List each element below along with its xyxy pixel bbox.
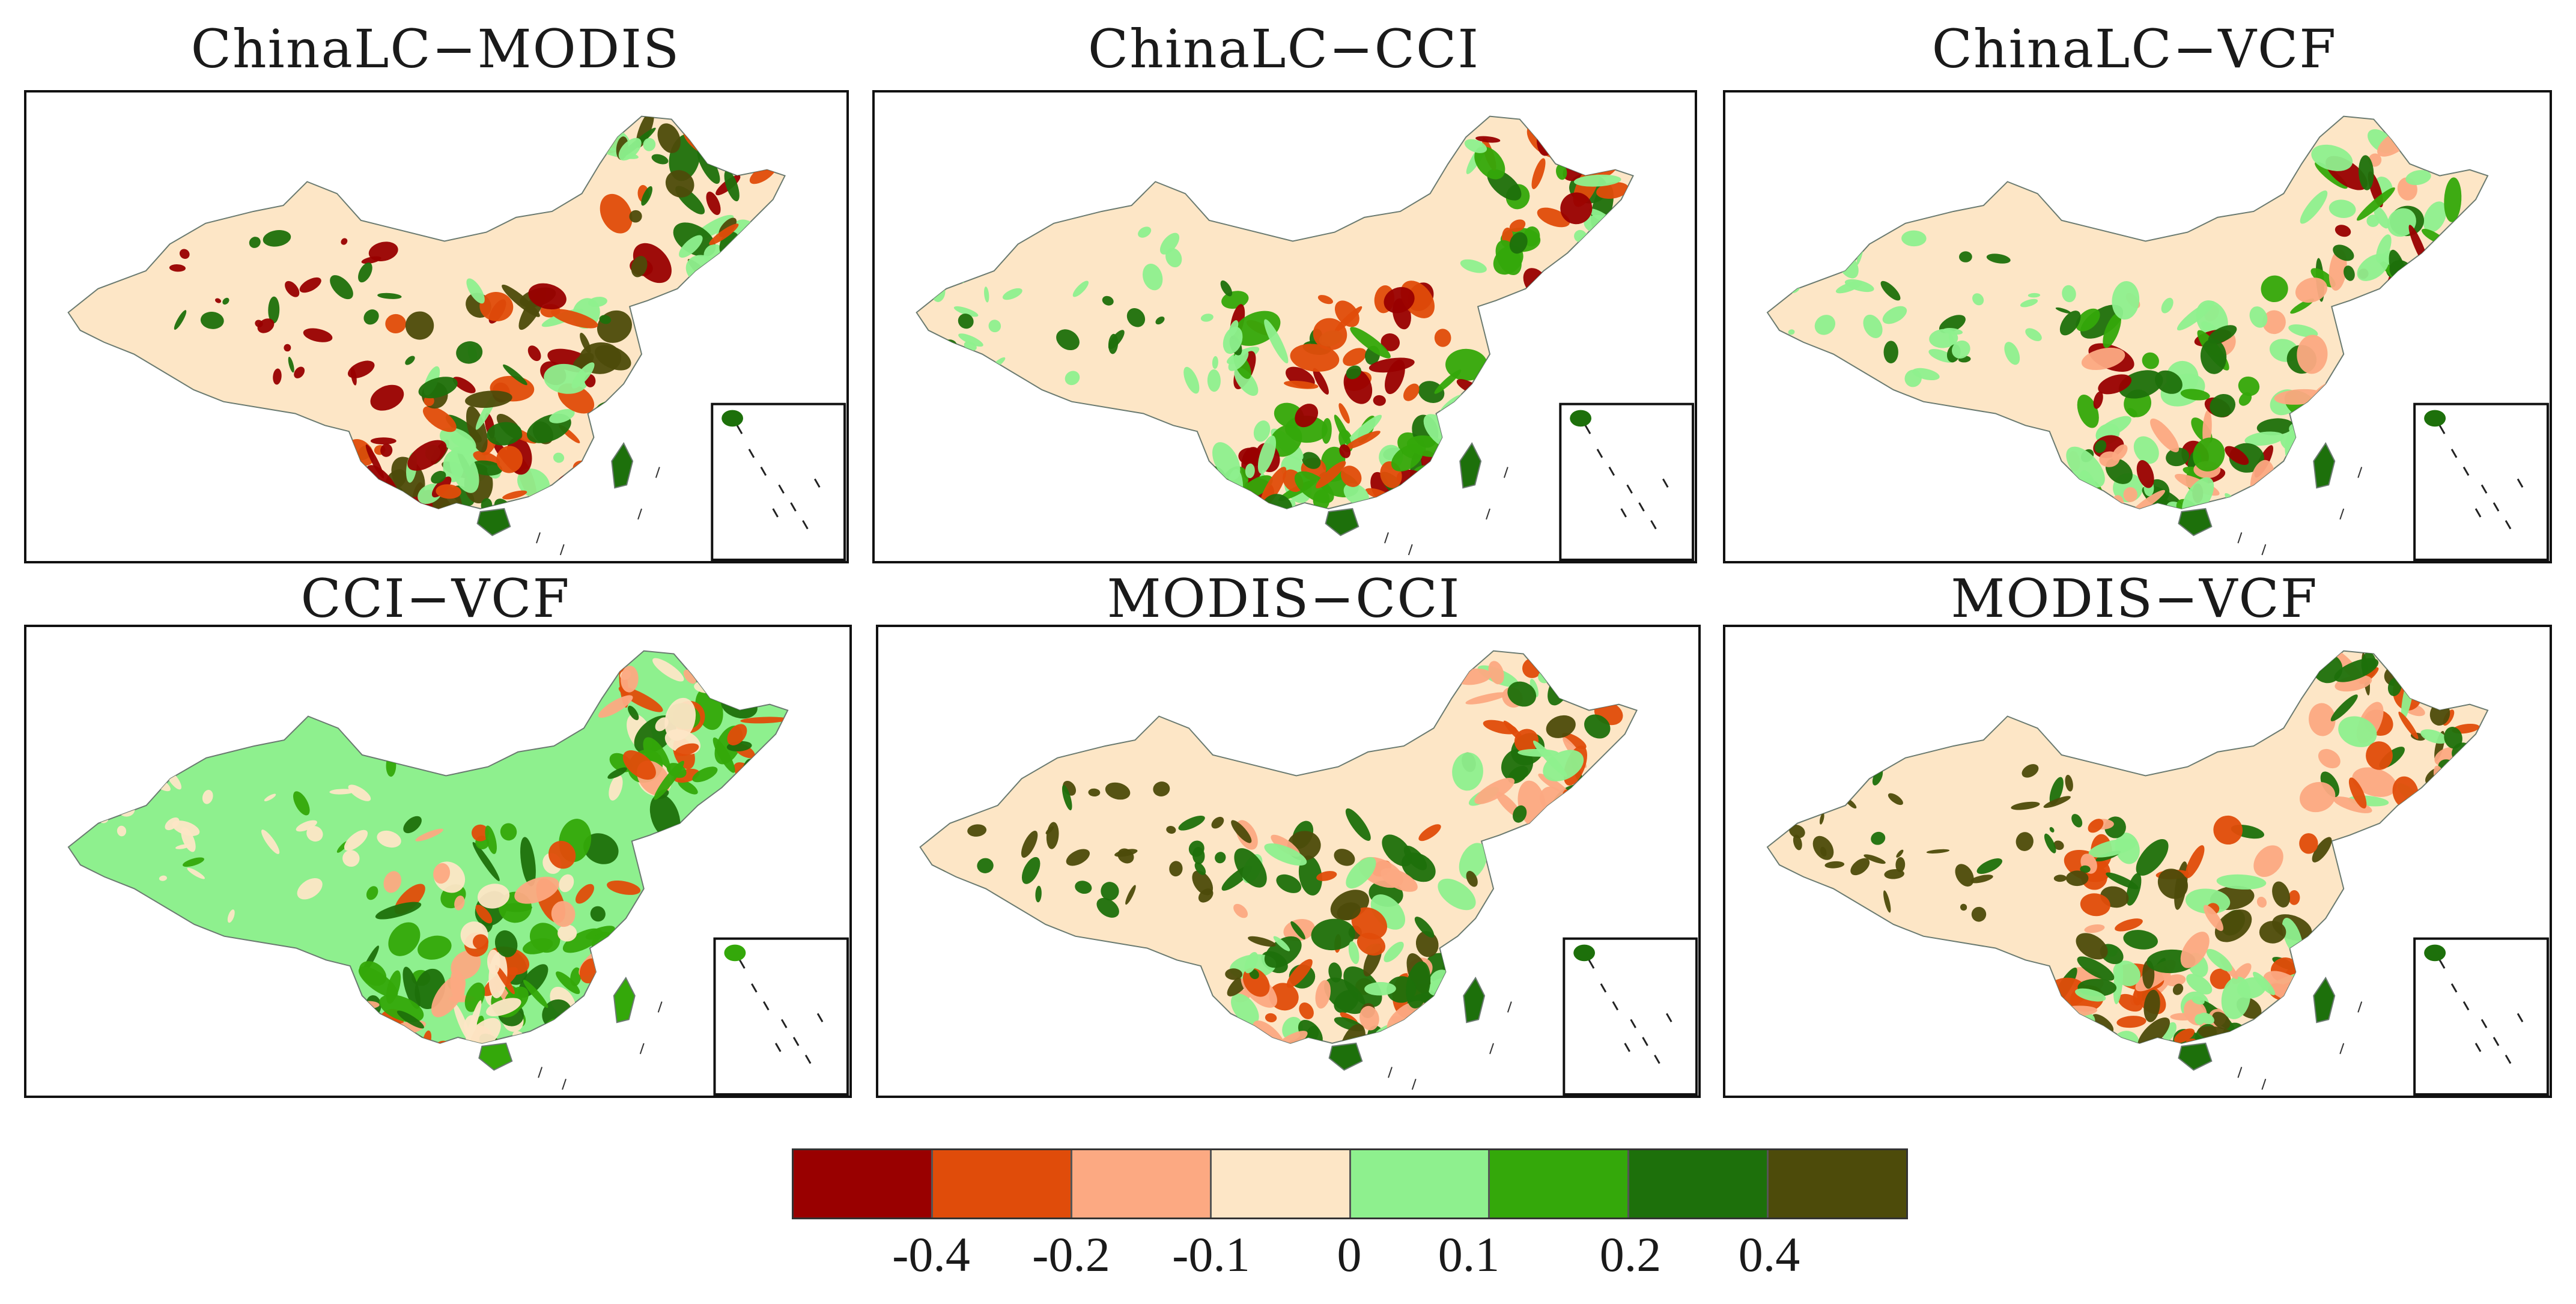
map-panel-chinalc-cci xyxy=(872,90,1697,563)
legend-tick-label: 0 xyxy=(1337,1227,1362,1282)
panel-title-chinalc-cci: ChinaLC−CCI xyxy=(1087,18,1480,80)
panel-title-modis-vcf: MODIS−VCF xyxy=(1951,568,2318,629)
taiwan-island xyxy=(1463,977,1486,1023)
taiwan-island xyxy=(1459,442,1482,489)
panel-title-cci-vcf: CCI−VCF xyxy=(300,568,571,629)
panel-title-modis-cci: MODIS−CCI xyxy=(1107,568,1461,629)
legend-swatch xyxy=(932,1150,1072,1218)
map-panel-cci-vcf xyxy=(24,625,852,1098)
legend-tick-label: 0.2 xyxy=(1599,1227,1662,1282)
south-china-sea-inset xyxy=(2413,937,2550,1096)
legend-tick-label: -0.4 xyxy=(892,1227,970,1282)
hainan-island xyxy=(476,508,511,536)
china-map xyxy=(1766,650,2550,1096)
taiwan-island xyxy=(611,442,634,489)
south-china-sea-inset xyxy=(711,402,846,561)
legend-swatch xyxy=(794,1150,933,1218)
south-china-sea-inset xyxy=(1563,937,1698,1096)
legend-swatch xyxy=(1072,1150,1212,1218)
china-map xyxy=(1766,115,2550,561)
legend-tick-label: -0.1 xyxy=(1172,1227,1250,1282)
map-panel-modis-cci xyxy=(876,625,1701,1098)
south-china-sea-inset xyxy=(1559,402,1695,561)
south-china-sea-inset xyxy=(713,937,849,1096)
panel-title-chinalc-modis: ChinaLC−MODIS xyxy=(190,18,681,80)
taiwan-island xyxy=(613,977,636,1023)
hainan-island xyxy=(1328,1042,1363,1071)
south-china-sea-inset xyxy=(2413,402,2550,561)
china-map xyxy=(67,650,849,1096)
hainan-island xyxy=(478,1042,513,1071)
china-landmass xyxy=(916,115,1635,509)
panel-title-chinalc-vcf: ChinaLC−VCF xyxy=(1931,18,2338,80)
china-map xyxy=(916,115,1695,561)
china-map xyxy=(67,115,846,561)
legend-swatch xyxy=(1629,1150,1769,1218)
legend-tick-label: 0.1 xyxy=(1438,1227,1500,1282)
taiwan-island xyxy=(2313,442,2336,489)
legend-swatch xyxy=(1350,1150,1490,1218)
legend-swatch xyxy=(1769,1150,1906,1218)
taiwan-island xyxy=(2313,977,2336,1023)
legend-tick-label: -0.2 xyxy=(1032,1227,1110,1282)
hainan-island xyxy=(1325,508,1359,536)
map-panel-chinalc-vcf xyxy=(1723,90,2552,563)
legend-swatch xyxy=(1211,1150,1351,1218)
map-panel-modis-vcf xyxy=(1723,625,2552,1098)
hainan-island xyxy=(2178,1042,2213,1071)
china-map xyxy=(919,650,1698,1096)
hainan-island xyxy=(2178,508,2213,536)
color-legend xyxy=(792,1148,1908,1219)
legend-swatch xyxy=(1490,1150,1630,1218)
legend-tick-label: 0.4 xyxy=(1738,1227,1800,1282)
map-panel-chinalc-modis xyxy=(24,90,849,563)
